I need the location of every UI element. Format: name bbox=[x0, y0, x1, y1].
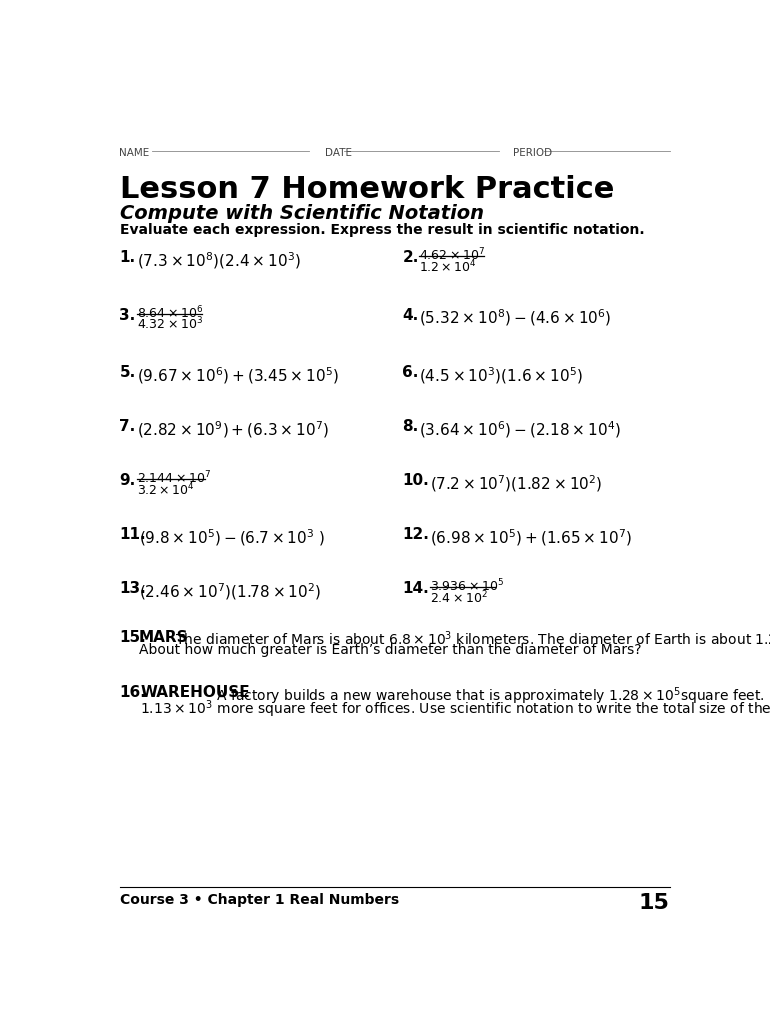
Text: $2.144 \times 10^{7}$: $2.144 \times 10^{7}$ bbox=[136, 470, 210, 486]
Text: 3.: 3. bbox=[119, 307, 136, 323]
Text: 16.: 16. bbox=[119, 685, 146, 700]
Text: Lesson 7 Homework Practice: Lesson 7 Homework Practice bbox=[119, 175, 614, 204]
Text: 9.: 9. bbox=[119, 473, 136, 488]
Text: $4.62 \times 10^{7}$: $4.62 \times 10^{7}$ bbox=[419, 247, 485, 263]
Text: 11.: 11. bbox=[119, 527, 146, 542]
Text: $( 5.32 \times 10^{8}) - ( 4.6 \times 10^{6})$: $( 5.32 \times 10^{8}) - ( 4.6 \times 10… bbox=[419, 307, 611, 329]
Text: MARS: MARS bbox=[139, 630, 189, 644]
Text: 4.: 4. bbox=[403, 307, 419, 323]
Text: NAME: NAME bbox=[119, 148, 149, 159]
Text: $2.4 \times 10^{2}$: $2.4 \times 10^{2}$ bbox=[430, 590, 487, 606]
Text: 8.: 8. bbox=[403, 420, 419, 434]
Text: 13.: 13. bbox=[119, 581, 146, 596]
Text: $1.13 \times 10^{3}$ more square feet for offices. Use scientific notation to wr: $1.13 \times 10^{3}$ more square feet fo… bbox=[140, 698, 770, 721]
Text: 7.: 7. bbox=[119, 420, 136, 434]
Text: Course 3 • Chapter 1 Real Numbers: Course 3 • Chapter 1 Real Numbers bbox=[119, 893, 399, 907]
Text: $(7.3 \times 10^{8})(2.4 \times 10^{3})$: $(7.3 \times 10^{8})(2.4 \times 10^{3})$ bbox=[136, 250, 300, 270]
Text: $( 2.82 \times 10^{9}) + ( 6.3 \times 10^{7})$: $( 2.82 \times 10^{9}) + ( 6.3 \times 10… bbox=[136, 420, 329, 440]
Text: 15.: 15. bbox=[119, 630, 146, 644]
Text: $3.2 \times 10^{4}$: $3.2 \times 10^{4}$ bbox=[136, 481, 194, 499]
Text: $( 4.5 \times 10^{3})( 1.6 \times 10^{5})$: $( 4.5 \times 10^{3})( 1.6 \times 10^{5}… bbox=[419, 366, 583, 386]
Text: $(6.98 \times 10^{5}) + (1.65 \times 10^{7})$: $(6.98 \times 10^{5}) + (1.65 \times 10^… bbox=[430, 527, 631, 548]
Text: $( 3.64 \times 10^{6}) - ( 2.18 \times 10^{4})$: $( 3.64 \times 10^{6}) - ( 2.18 \times 1… bbox=[419, 420, 621, 440]
Text: 12.: 12. bbox=[403, 527, 429, 542]
Text: About how much greater is Earth’s diameter than the diameter of Mars?: About how much greater is Earth’s diamet… bbox=[139, 643, 641, 657]
Text: $(2.46 \times 10^{7})(1.78 \times 10^{2})$: $(2.46 \times 10^{7})(1.78 \times 10^{2}… bbox=[139, 581, 321, 602]
Text: $( 9.8 \times 10^{5}) - (6.7 \times 10^{3}\ )$: $( 9.8 \times 10^{5}) - (6.7 \times 10^{… bbox=[139, 527, 325, 548]
Text: The diameter of Mars is about $6.8 \times 10^{3}$ kilometers. The diameter of Ea: The diameter of Mars is about $6.8 \time… bbox=[172, 630, 770, 648]
Text: $8.64 \times 10^{6}$: $8.64 \times 10^{6}$ bbox=[136, 304, 203, 322]
Text: 14.: 14. bbox=[403, 581, 429, 596]
Text: $4.32 \times 10^{3}$: $4.32 \times 10^{3}$ bbox=[136, 316, 203, 333]
Text: WAREHOUSE: WAREHOUSE bbox=[140, 685, 250, 700]
Text: 1.: 1. bbox=[119, 250, 136, 265]
Text: PERIOD: PERIOD bbox=[513, 148, 552, 159]
Text: $1.2 \times 10^{4}$: $1.2 \times 10^{4}$ bbox=[419, 258, 477, 275]
Text: DATE: DATE bbox=[325, 148, 352, 159]
Text: $( 9.67 \times 10^{6}) + ( 3.45 \times 10^{5})$: $( 9.67 \times 10^{6}) + ( 3.45 \times 1… bbox=[136, 366, 339, 386]
Text: $( 7.2 \times 10^{7})( 1.82 \times 10^{2})$: $( 7.2 \times 10^{7})( 1.82 \times 10^{2… bbox=[430, 473, 602, 494]
Text: 6.: 6. bbox=[403, 366, 419, 381]
Text: 5.: 5. bbox=[119, 366, 136, 381]
Text: $3.936 \times 10^{5}$: $3.936 \times 10^{5}$ bbox=[430, 578, 504, 595]
Text: 10.: 10. bbox=[403, 473, 429, 488]
Text: 15: 15 bbox=[639, 893, 670, 912]
Text: Compute with Scientific Notation: Compute with Scientific Notation bbox=[119, 204, 484, 223]
Text: 2.: 2. bbox=[403, 250, 419, 265]
Text: Evaluate each expression. Express the result in scientific notation.: Evaluate each expression. Express the re… bbox=[119, 223, 644, 237]
Text: A factory builds a new warehouse that is approximately $1.28 \times 10^{5}$squar: A factory builds a new warehouse that is… bbox=[212, 685, 770, 707]
